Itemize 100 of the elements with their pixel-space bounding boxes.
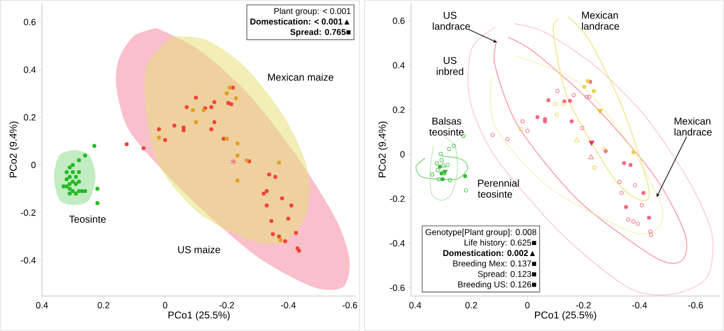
point (641, 190, 646, 195)
annotation: US maize (178, 246, 220, 254)
point (586, 79, 590, 84)
annotation: US landrace (432, 12, 470, 30)
point (520, 119, 525, 124)
annotation: Spread: 0.123■ (478, 270, 536, 279)
x-tick-label: -0.4 (280, 302, 296, 308)
point (74, 192, 78, 196)
point (278, 238, 283, 242)
x-tick-label: 0.4 (409, 302, 422, 308)
x-tick-label: 0.2 (98, 302, 110, 308)
x-tick-label: -0.2 (219, 302, 234, 308)
point (525, 128, 530, 133)
point (518, 127, 523, 132)
annotation: Perennial teosinte (478, 179, 519, 198)
point (628, 162, 633, 167)
point (286, 216, 290, 221)
annotation: Balsas teosinte (429, 117, 464, 136)
point (70, 170, 75, 174)
point (74, 174, 78, 179)
point (294, 230, 298, 235)
point (190, 108, 195, 112)
point (631, 150, 636, 154)
point (64, 177, 69, 182)
point (434, 161, 439, 166)
point (226, 101, 230, 106)
point (68, 174, 72, 179)
annotation: Teosinte (69, 215, 106, 223)
point (535, 115, 540, 120)
annotation: Domestication: 0.002▲ (443, 250, 535, 256)
point (230, 158, 236, 165)
point (464, 188, 468, 192)
point (234, 96, 238, 100)
point (64, 170, 69, 174)
y-tick-label: -0.4 (390, 240, 405, 246)
point (68, 182, 72, 186)
point (587, 94, 592, 99)
point (76, 170, 81, 174)
x-axis-title: PCo1 (25.5%) (535, 311, 596, 320)
point (228, 86, 232, 90)
point (74, 182, 78, 186)
point (70, 162, 75, 167)
point (570, 119, 574, 124)
annotation: Mexican maize (268, 73, 334, 81)
point (490, 132, 495, 137)
point (633, 183, 638, 188)
point (209, 127, 214, 132)
point (561, 102, 566, 106)
point (270, 232, 275, 236)
point (62, 184, 66, 188)
point (95, 186, 100, 191)
point (592, 89, 596, 94)
point (438, 152, 443, 156)
point (624, 205, 628, 210)
point (172, 124, 176, 128)
point (68, 192, 72, 196)
point (588, 154, 594, 160)
point (289, 203, 294, 208)
point (597, 108, 603, 114)
point (68, 186, 72, 191)
point (235, 153, 240, 158)
point (70, 189, 75, 194)
point (277, 160, 282, 165)
point (620, 190, 624, 195)
point (626, 217, 630, 222)
point (640, 203, 644, 208)
point (212, 120, 216, 124)
point (142, 146, 146, 150)
y-tick-label: 0 (400, 151, 405, 158)
point (463, 174, 468, 178)
point (124, 142, 129, 146)
point (572, 93, 576, 98)
annotation: Plant group: < 0.001 (274, 8, 351, 16)
point (83, 189, 88, 194)
point (194, 96, 198, 100)
annotation: Spread: 0.765■ (290, 28, 351, 37)
x-tick-label: -0.2 (576, 302, 591, 308)
point (235, 178, 240, 182)
point (448, 178, 452, 182)
point (264, 189, 269, 194)
point (163, 138, 168, 142)
y-tick-label: -0.4 (20, 257, 36, 264)
y-tick-label: 0.2 (392, 106, 405, 113)
annotation: Mexican landrace (674, 117, 712, 136)
point (68, 165, 72, 170)
point (80, 189, 84, 194)
point (452, 144, 456, 148)
point (224, 92, 229, 96)
point (277, 234, 282, 238)
point (447, 146, 452, 151)
x-tick-label: -0.6 (342, 302, 358, 308)
point (555, 89, 560, 94)
y-tick-label: -0.2 (390, 196, 405, 202)
annotation: US inbred (436, 56, 464, 75)
point (76, 158, 81, 162)
point (230, 86, 235, 90)
point (580, 126, 584, 130)
point (584, 94, 589, 99)
point (156, 136, 161, 140)
point (297, 248, 302, 253)
